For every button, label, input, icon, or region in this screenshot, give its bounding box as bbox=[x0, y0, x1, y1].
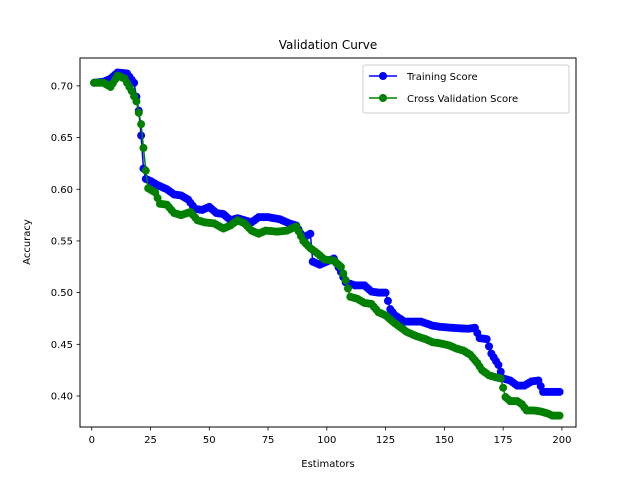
legend-label-training: Training Score bbox=[406, 72, 478, 83]
data-point bbox=[343, 284, 352, 293]
x-axis-label: Estimators bbox=[301, 459, 354, 470]
data-point bbox=[381, 288, 390, 297]
data-point bbox=[482, 335, 491, 344]
data-point bbox=[137, 120, 146, 129]
series-layer bbox=[90, 68, 564, 420]
x-tick-label: 100 bbox=[317, 435, 336, 446]
y-tick-label: 0.40 bbox=[51, 391, 73, 402]
data-point bbox=[339, 269, 348, 278]
series-cross-validation-score bbox=[90, 71, 564, 420]
legend: Training Score Cross Validation Score bbox=[362, 64, 570, 114]
data-point bbox=[137, 131, 146, 140]
x-tick-label: 175 bbox=[494, 435, 513, 446]
data-point bbox=[496, 374, 505, 383]
data-point bbox=[141, 166, 150, 175]
x-tick-label: 125 bbox=[376, 435, 395, 446]
chart-title: Validation Curve bbox=[279, 38, 377, 52]
x-tick-label: 200 bbox=[552, 435, 571, 446]
data-point bbox=[383, 296, 392, 305]
data-point bbox=[555, 411, 564, 420]
data-point bbox=[139, 143, 148, 152]
y-tick-label: 0.60 bbox=[51, 185, 73, 196]
x-tick-label: 50 bbox=[203, 435, 216, 446]
y-tick-label: 0.70 bbox=[51, 81, 73, 92]
data-point bbox=[134, 108, 143, 117]
data-point bbox=[336, 262, 345, 271]
y-tick-label: 0.50 bbox=[51, 288, 73, 299]
y-tick-label: 0.65 bbox=[51, 133, 73, 144]
y-axis-label: Accuracy bbox=[22, 219, 33, 265]
legend-box bbox=[362, 64, 570, 114]
y-axis-ticks: 0.40 0.45 0.50 0.55 0.60 0.65 0.70 bbox=[51, 81, 80, 402]
data-point bbox=[496, 367, 505, 376]
legend-marker-cross-validation bbox=[379, 94, 387, 102]
data-point bbox=[499, 383, 508, 392]
data-point bbox=[306, 229, 315, 238]
data-point bbox=[485, 342, 494, 351]
y-tick-label: 0.45 bbox=[51, 340, 73, 351]
x-tick-label: 0 bbox=[89, 435, 95, 446]
data-point bbox=[494, 360, 503, 369]
data-point bbox=[555, 387, 564, 396]
plot-frame bbox=[79, 57, 577, 428]
x-tick-label: 150 bbox=[435, 435, 454, 446]
data-point bbox=[132, 97, 141, 106]
data-point bbox=[341, 276, 350, 285]
y-tick-label: 0.55 bbox=[51, 236, 73, 247]
x-tick-label: 25 bbox=[144, 435, 157, 446]
x-tick-label: 75 bbox=[262, 435, 275, 446]
x-axis-ticks: 0 25 50 75 100 125 150 175 200 bbox=[89, 427, 571, 446]
legend-marker-training bbox=[379, 72, 387, 80]
legend-label-cross-validation: Cross Validation Score bbox=[407, 94, 518, 105]
